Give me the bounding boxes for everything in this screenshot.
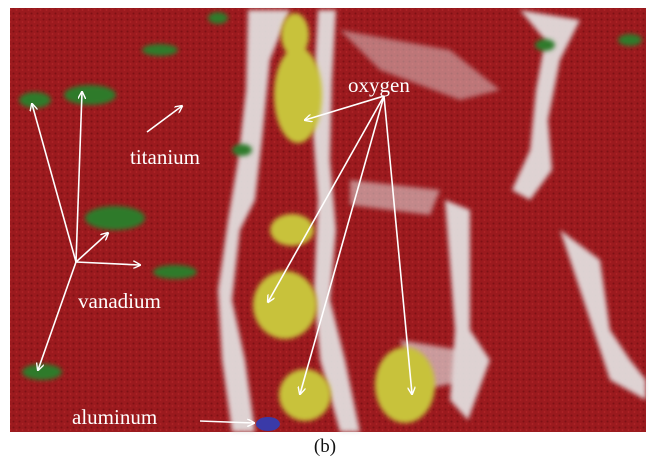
figure: titanium oxygen vanadium aluminum (b) — [0, 0, 651, 460]
vanadium-label: vanadium — [78, 289, 161, 313]
titanium-label: titanium — [130, 145, 200, 169]
oxygen-label: oxygen — [348, 73, 410, 97]
aluminum-atoms — [256, 417, 280, 431]
simulation-image — [10, 8, 646, 432]
caption: (b) — [314, 436, 336, 457]
aluminum-label: aluminum — [72, 405, 157, 429]
page: titanium oxygen vanadium aluminum (b) ((… — [0, 0, 651, 460]
